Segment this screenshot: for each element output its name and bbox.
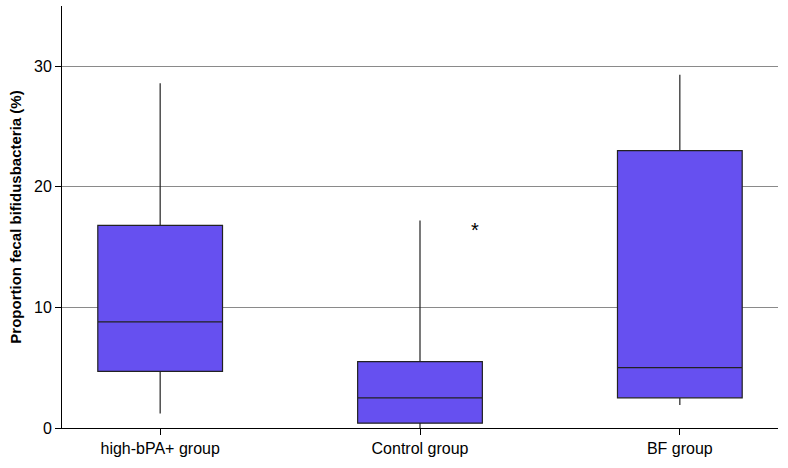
svg-text:BF group: BF group <box>647 440 713 457</box>
svg-text:*: * <box>471 219 479 241</box>
svg-text:Control group: Control group <box>372 440 469 457</box>
svg-text:0: 0 <box>43 420 52 437</box>
svg-text:20: 20 <box>34 178 52 195</box>
svg-text:Proportion fecal bifidusbacter: Proportion fecal bifidusbacteria (%) <box>7 90 24 343</box>
svg-text:high-bPA+ group: high-bPA+ group <box>100 440 219 457</box>
svg-text:10: 10 <box>34 299 52 316</box>
svg-text:30: 30 <box>34 58 52 75</box>
